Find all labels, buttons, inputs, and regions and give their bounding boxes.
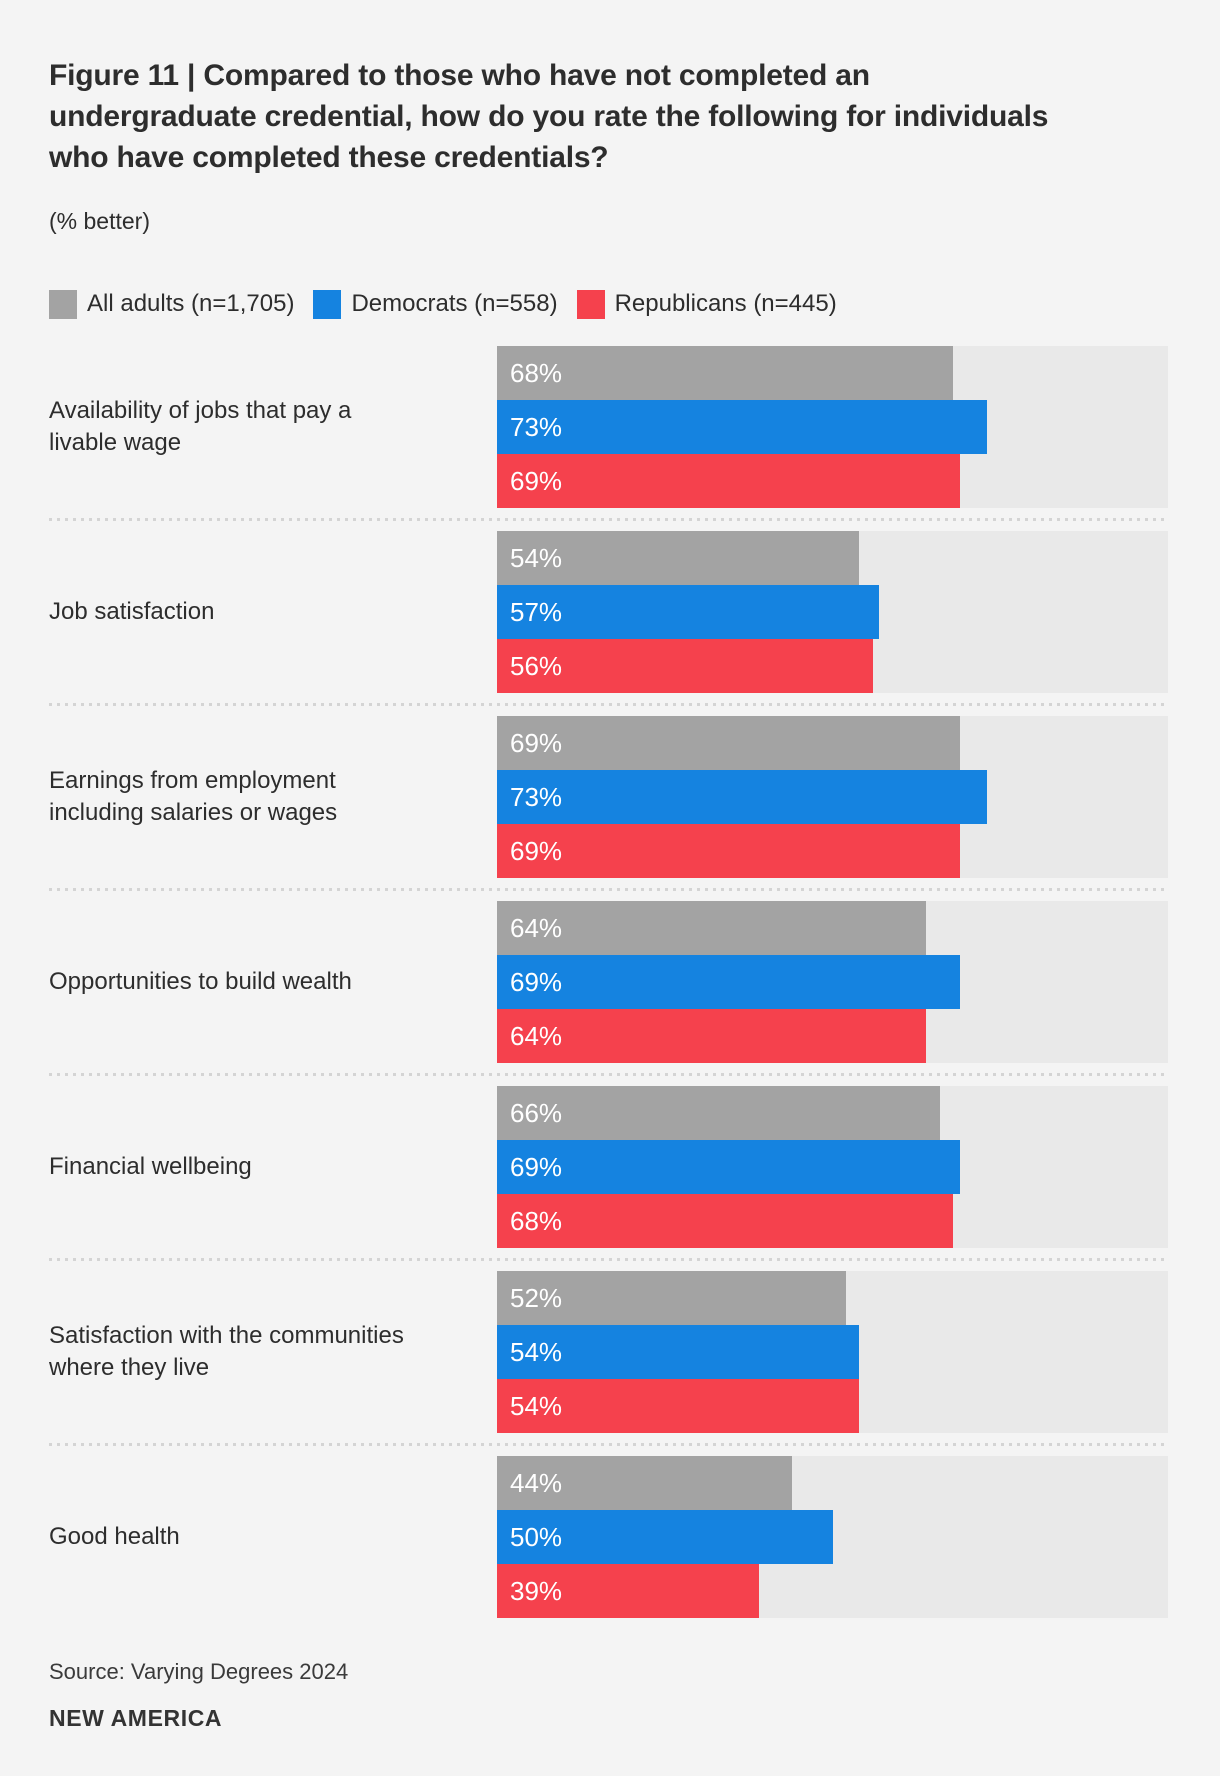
bar-value-label: 68% <box>510 1205 563 1236</box>
bar-value-label: 54% <box>510 542 563 573</box>
bar-republicans: 54% <box>497 1379 860 1433</box>
bar-track: 44% 50% 39% <box>497 1456 1168 1618</box>
legend-item-democrats: Democrats (n=558) <box>313 289 558 319</box>
bar-track: 54% 57% 56% <box>497 531 1168 693</box>
bar-republicans: 69% <box>497 454 960 508</box>
legend-label: All adults (n=1,705) <box>87 290 295 317</box>
bar-value-label: 66% <box>510 1097 563 1128</box>
category-label: Opportunities to build wealth <box>49 968 352 995</box>
bar-value-label: 69% <box>510 966 563 997</box>
bar-track: 69% 73% 69% <box>497 716 1168 878</box>
bar-value-label: 69% <box>510 727 563 758</box>
bar-democrats: 73% <box>497 400 987 454</box>
legend-swatch-republicans <box>576 289 605 319</box>
category-label: Financial wellbeing <box>49 1153 252 1180</box>
bar-track: 68% 73% 69% <box>497 346 1168 508</box>
bar-value-label: 73% <box>510 781 563 812</box>
row-separator <box>49 888 1168 891</box>
bar-democrats: 57% <box>497 585 880 639</box>
category-label: Availability of jobs that pay a livable … <box>49 397 352 456</box>
legend-swatch-democrats <box>313 289 342 319</box>
row-separator <box>49 1443 1168 1446</box>
bar-value-label: 68% <box>510 357 563 388</box>
bar-value-label: 54% <box>510 1336 563 1367</box>
bar-republicans: 68% <box>497 1194 954 1248</box>
legend-label: Democrats (n=558) <box>351 290 558 317</box>
legend-swatch-all-adults <box>49 289 77 319</box>
figure-subtitle: (% better) <box>49 208 150 234</box>
bar-republicans: 64% <box>497 1009 927 1063</box>
bar-value-label: 57% <box>510 596 563 627</box>
category-row: Job satisfaction 54% 57% 56% <box>49 531 1168 693</box>
bar-republicans: 69% <box>497 824 960 878</box>
category-label: Satisfaction with the communities where … <box>49 1322 404 1381</box>
bar-track: 64% 69% 64% <box>497 901 1168 1063</box>
bar-democrats: 54% <box>497 1325 860 1379</box>
bar-democrats: 73% <box>497 770 987 824</box>
source-note: Source: Varying Degrees 2024 <box>49 1659 349 1684</box>
figure-title: Figure 11 | Compared to those who have n… <box>49 59 1049 174</box>
bar-democrats: 69% <box>497 955 960 1009</box>
category-row: Availability of jobs that pay a livable … <box>49 346 1168 508</box>
bar-all-adults: 68% <box>497 346 954 400</box>
category-row: Satisfaction with the communities where … <box>49 1271 1168 1433</box>
bar-value-label: 69% <box>510 1151 563 1182</box>
row-separator <box>49 703 1168 706</box>
legend: All adults (n=1,705) Democrats (n=558) Rep… <box>49 289 1168 319</box>
bar-value-label: 39% <box>510 1575 563 1606</box>
bar-chart: Availability of jobs that pay a livable … <box>49 346 1168 1618</box>
bar-democrats: 69% <box>497 1140 960 1194</box>
bar-democrats: 50% <box>497 1510 833 1564</box>
category-label: Earnings from employment including salar… <box>49 767 338 826</box>
bar-all-adults: 54% <box>497 531 860 585</box>
bar-value-label: 69% <box>510 835 563 866</box>
bar-value-label: 64% <box>510 912 563 943</box>
bar-value-label: 54% <box>510 1390 563 1421</box>
bar-all-adults: 52% <box>497 1271 846 1325</box>
legend-item-republicans: Republicans (n=445) <box>576 289 837 319</box>
category-label: Job satisfaction <box>49 598 215 625</box>
category-row: Opportunities to build wealth 64% 69% 64% <box>49 901 1168 1063</box>
category-row: Financial wellbeing 66% 69% 68% <box>49 1086 1168 1248</box>
row-separator <box>49 1258 1168 1261</box>
bar-track: 66% 69% 68% <box>497 1086 1168 1248</box>
bar-republicans: 56% <box>497 639 873 693</box>
bar-track: 52% 54% 54% <box>497 1271 1168 1433</box>
bar-all-adults: 64% <box>497 901 927 955</box>
bar-value-label: 69% <box>510 465 563 496</box>
brand-logo-text: NEW AMERICA <box>49 1705 223 1731</box>
legend-label: Republicans (n=445) <box>614 290 837 317</box>
bar-value-label: 73% <box>510 411 563 442</box>
bar-all-adults: 66% <box>497 1086 940 1140</box>
bar-value-label: 50% <box>510 1521 563 1552</box>
bar-all-adults: 44% <box>497 1456 793 1510</box>
category-row: Earnings from employment including salar… <box>49 716 1168 878</box>
row-separator <box>49 518 1168 521</box>
bar-value-label: 56% <box>510 650 563 681</box>
bar-value-label: 44% <box>510 1467 563 1498</box>
bar-value-label: 52% <box>510 1282 563 1313</box>
legend-item-all-adults: All adults (n=1,705) <box>49 289 294 319</box>
category-label: Good health <box>49 1523 180 1550</box>
bar-republicans: 39% <box>497 1564 759 1618</box>
bar-all-adults: 69% <box>497 716 960 770</box>
row-separator <box>49 1073 1168 1076</box>
bar-value-label: 64% <box>510 1020 563 1051</box>
category-row: Good health 44% 50% 39% <box>49 1456 1168 1618</box>
